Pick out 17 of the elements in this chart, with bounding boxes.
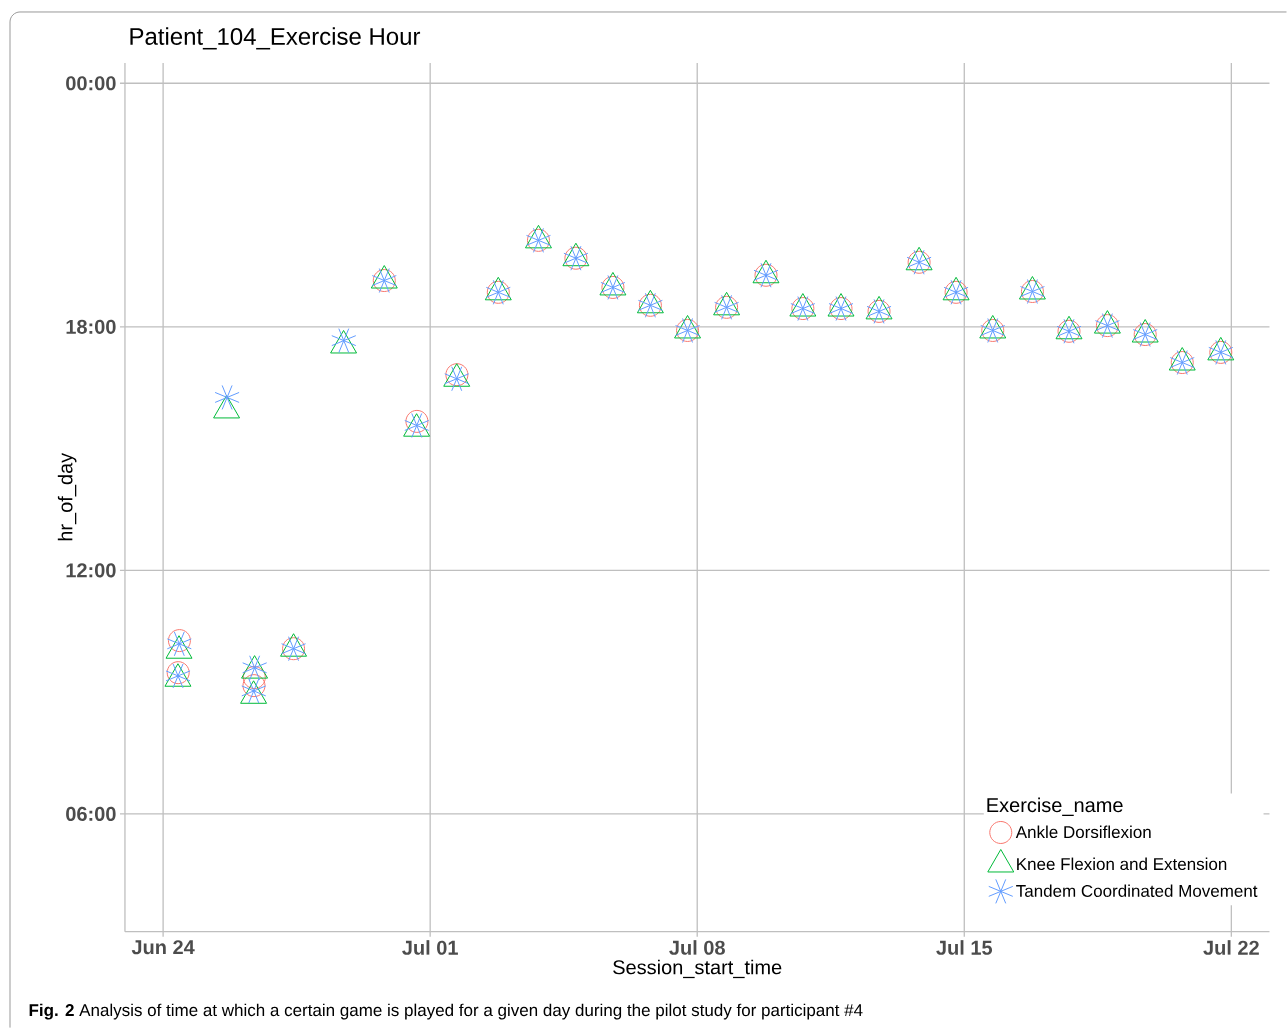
y-tick-label: 06:00 bbox=[66, 807, 116, 822]
legend-label: Ankle Dorsiflexion bbox=[1015, 825, 1151, 839]
y-tick-label: 18:00 bbox=[66, 319, 116, 335]
chart-title: Patient_104_Exercise Hour bbox=[130, 27, 421, 50]
legend-label: Tandem Coordinated Movement bbox=[1016, 884, 1258, 898]
y-axis-title: hr_of_day bbox=[57, 453, 77, 541]
legend-label: Knee Flexion and Extension bbox=[1017, 857, 1227, 871]
x-tick-label: Jul 22 bbox=[1203, 940, 1259, 956]
y-tick-label: 12:00 bbox=[66, 563, 116, 578]
x-tick-label: Jul 15 bbox=[936, 940, 993, 956]
x-axis-title: Session_start_time bbox=[613, 959, 782, 979]
y-tick-label: 00:00 bbox=[66, 76, 116, 91]
x-tick-label: Jun 24 bbox=[131, 940, 195, 955]
legend-title: Exercise_name bbox=[987, 797, 1123, 817]
x-tick-label: Jul 01 bbox=[402, 940, 458, 956]
text: Fig. 2 Analysis of time at which a certain game is played for a given day during the pilot study for participant #4 bbox=[29, 1003, 863, 1020]
x-tick-label: Jul 08 bbox=[669, 940, 725, 956]
